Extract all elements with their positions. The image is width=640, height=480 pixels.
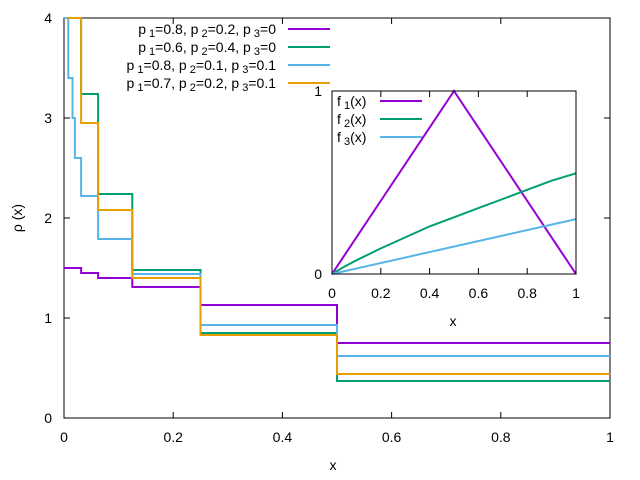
main-y-tick-label: 4 [44,10,52,26]
main-x-axis-label: x [330,457,337,473]
main-ticks: 0 0.2 0.4 0.6 0.8 1 0 1 2 3 4 [44,10,614,445]
main-x-tick-label: 0.6 [382,429,402,445]
main-y-tick-label: 3 [44,110,52,126]
main-x-tick-label: 1 [606,429,614,445]
inset-legend-label-2: f 2(x) [337,111,366,130]
main-y-tick-label: 1 [44,310,52,326]
main-x-tick-label: 0 [60,429,68,445]
inset-y-tick-label: 1 [314,83,322,99]
inset-ticks: 0 0.2 0.4 0.6 0.8 1 0 1 [314,83,580,301]
main-y-axis-label: ρ (x) [9,204,25,232]
inset-x-tick-label: 1 [572,285,580,301]
inset-legend-label-1: f 1(x) [337,93,366,112]
main-plot: 0 0.2 0.4 0.6 0.8 1 0 1 2 3 4 x ρ (x) p 1=0.8, p 2… [9,10,614,473]
main-legend-label-4: p 1=0.7, p 2=0.2, p 3=0.1 [127,75,277,94]
main-x-tick-label: 0.2 [163,429,183,445]
inset-x-tick-label: 0.8 [517,285,537,301]
inset-x-axis-label: x [450,313,457,329]
inset-x-tick-label: 0.4 [420,285,440,301]
main-x-tick-label: 0.4 [273,429,293,445]
inset-series-line-2 [331,172,577,275]
main-y-tick-label: 0 [44,410,52,426]
inset-y-tick-label: 0 [314,266,322,282]
inset-x-tick-label: 0.6 [469,285,489,301]
main-series-line-4 [66,17,610,375]
main-legend-label-3: p 1=0.8, p 2=0.1, p 3=0.1 [127,57,277,76]
main-x-tick-label: 0.8 [491,429,511,445]
inset-plot-frame [331,90,577,275]
main-legend-label-2: p 1=0.6, p 2=0.4, p 3=0 [138,39,276,58]
main-legend-label-1: p 1=0.8, p 2=0.2, p 3=0 [138,21,276,40]
inset-legend: f 1(x)f 2(x)f 3(x) [337,93,422,148]
main-series-line-1 [64,267,610,344]
inset-x-tick-label: 0 [328,285,336,301]
inset-series-line-3 [331,218,577,275]
main-series-line-3 [64,17,610,357]
inset-plot-background [332,91,576,274]
main-legend: p 1=0.8, p 2=0.2, p 3=0p 1=0.6, p 2=0.4,… [127,21,330,94]
main-y-tick-label: 2 [44,210,52,226]
inset-x-tick-label: 0.2 [371,285,391,301]
inset-legend-label-3: f 3(x) [337,129,366,148]
inset-plot: 0 0.2 0.4 0.6 0.8 1 0 1 x f 1(x)f 2(x)f 3(x) [314,83,580,329]
main-lines [64,17,610,382]
